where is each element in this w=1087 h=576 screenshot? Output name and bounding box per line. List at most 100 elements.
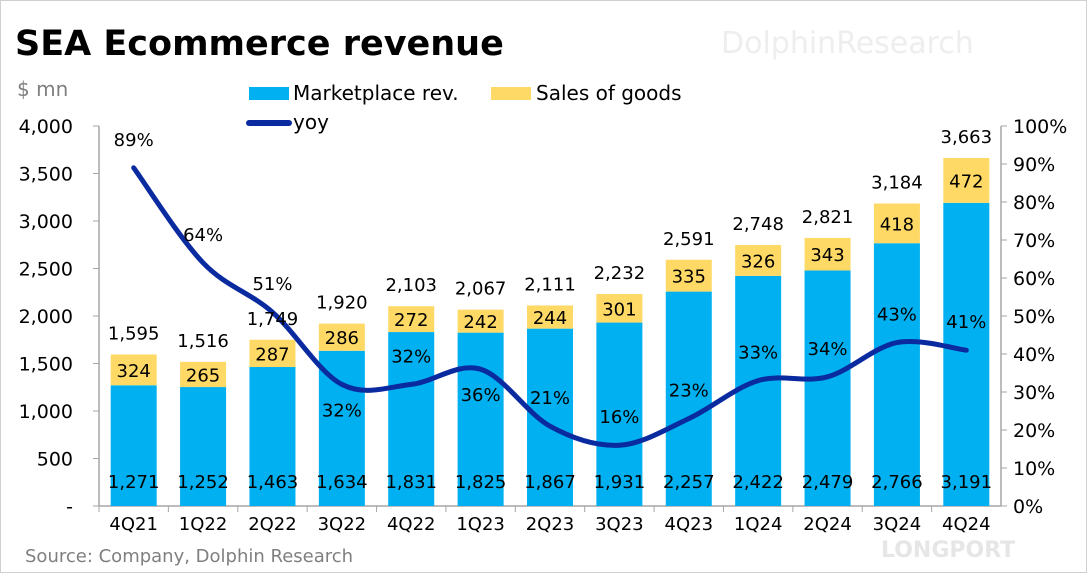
x-tick-label: 4Q21 bbox=[109, 514, 158, 535]
x-tick-label: 4Q23 bbox=[665, 514, 714, 535]
left-tick-label: - bbox=[66, 496, 73, 518]
bar-sales-of-goods bbox=[457, 309, 504, 333]
bar-sales-of-goods bbox=[735, 244, 782, 276]
label-total: 2,748 bbox=[732, 214, 784, 235]
x-tick-label: 3Q23 bbox=[595, 514, 644, 535]
bar-marketplace bbox=[943, 202, 990, 507]
label-sales-of-goods: 418 bbox=[880, 214, 914, 235]
bar-sales-of-goods bbox=[180, 361, 227, 388]
left-tick-label: 3,000 bbox=[19, 211, 73, 233]
right-tick-label: 60% bbox=[1013, 268, 1055, 290]
x-tick-label: 2Q22 bbox=[248, 514, 297, 535]
left-tick-label: 500 bbox=[37, 449, 73, 471]
right-tick-label: 50% bbox=[1013, 306, 1055, 328]
bar-marketplace bbox=[804, 270, 851, 506]
label-marketplace: 1,931 bbox=[594, 472, 646, 493]
legend: Marketplace rev. Sales of goods yoy bbox=[246, 81, 682, 134]
label-total: 2,111 bbox=[524, 274, 576, 295]
label-yoy: 51% bbox=[252, 274, 292, 295]
legend-swatch-marketplace bbox=[249, 87, 289, 100]
label-marketplace: 1,252 bbox=[177, 472, 229, 493]
label-marketplace: 3,191 bbox=[941, 472, 993, 493]
bar-marketplace bbox=[110, 385, 157, 506]
right-tick-label: 90% bbox=[1013, 154, 1055, 176]
label-yoy: 21% bbox=[530, 388, 570, 409]
label-total: 1,595 bbox=[108, 323, 160, 344]
label-total: 2,232 bbox=[594, 263, 646, 284]
left-tick-label: 2,500 bbox=[19, 259, 73, 281]
label-total: 3,184 bbox=[871, 173, 923, 194]
label-marketplace: 1,463 bbox=[247, 472, 299, 493]
label-total: 2,067 bbox=[455, 279, 507, 300]
x-tick-label: 4Q24 bbox=[942, 514, 991, 535]
longport-logo: LONGPORT bbox=[881, 538, 1015, 563]
bar-sales-of-goods bbox=[804, 237, 851, 271]
label-marketplace: 1,271 bbox=[108, 472, 160, 493]
label-sales-of-goods: 242 bbox=[463, 312, 497, 333]
bar-marketplace bbox=[388, 332, 435, 506]
x-tick-label: 3Q22 bbox=[318, 514, 367, 535]
label-marketplace: 1,831 bbox=[385, 472, 437, 493]
bar-sales-of-goods bbox=[943, 158, 990, 203]
label-yoy: 23% bbox=[669, 381, 709, 402]
label-total: 1,749 bbox=[247, 309, 299, 330]
right-tick-label: 80% bbox=[1013, 192, 1055, 214]
bar-marketplace bbox=[180, 387, 227, 506]
chart-title: SEA Ecommerce revenue bbox=[15, 24, 504, 64]
bar-marketplace bbox=[318, 350, 365, 506]
label-sales-of-goods: 287 bbox=[255, 344, 289, 365]
bar-marketplace bbox=[457, 332, 504, 506]
label-marketplace: 2,766 bbox=[871, 472, 923, 493]
x-tick-label: 4Q22 bbox=[387, 514, 436, 535]
x-tick-label: 3Q24 bbox=[873, 514, 922, 535]
x-tick-label: 1Q23 bbox=[456, 514, 505, 535]
bar-marketplace bbox=[873, 243, 920, 507]
right-tick-label: 0% bbox=[1013, 496, 1043, 518]
label-sales-of-goods: 343 bbox=[810, 245, 844, 266]
bar-marketplace bbox=[596, 322, 643, 506]
right-tick-label: 10% bbox=[1013, 458, 1055, 480]
label-yoy: 36% bbox=[461, 385, 501, 406]
yoy-line bbox=[131, 165, 969, 448]
legend-swatch-goods bbox=[491, 87, 531, 100]
label-total: 2,821 bbox=[802, 207, 854, 228]
bar-marketplace bbox=[665, 291, 712, 506]
label-yoy: 32% bbox=[391, 346, 431, 367]
bar-sales-of-goods bbox=[873, 203, 920, 244]
label-sales-of-goods: 301 bbox=[602, 299, 636, 320]
left-tick-label: 1,500 bbox=[19, 354, 73, 376]
left-tick-label: 2,000 bbox=[19, 306, 73, 328]
label-sales-of-goods: 286 bbox=[325, 328, 359, 349]
label-yoy: 64% bbox=[183, 225, 223, 246]
bar-marketplace bbox=[249, 367, 296, 506]
source-note: Source: Company, Dolphin Research bbox=[25, 546, 353, 567]
right-tick-label: 70% bbox=[1013, 230, 1055, 252]
unit-label: $ mn bbox=[17, 77, 68, 101]
label-sales-of-goods: 244 bbox=[533, 308, 567, 329]
label-marketplace: 2,422 bbox=[732, 472, 784, 493]
right-tick-label: 30% bbox=[1013, 382, 1055, 404]
label-sales-of-goods: 272 bbox=[394, 310, 428, 331]
bar-sales-of-goods bbox=[388, 306, 435, 333]
bar-sales-of-goods bbox=[249, 339, 296, 368]
watermark: DolphinResearch bbox=[721, 26, 974, 61]
label-sales-of-goods: 335 bbox=[672, 267, 706, 288]
label-sales-of-goods: 326 bbox=[741, 251, 775, 272]
label-total: 2,591 bbox=[663, 229, 715, 250]
label-sales-of-goods: 265 bbox=[186, 365, 220, 386]
label-marketplace: 1,825 bbox=[455, 472, 507, 493]
label-sales-of-goods: 324 bbox=[117, 361, 151, 382]
label-total: 1,516 bbox=[177, 331, 229, 352]
legend-label-goods: Sales of goods bbox=[536, 81, 682, 105]
label-marketplace: 2,257 bbox=[663, 472, 715, 493]
label-marketplace: 2,479 bbox=[802, 472, 854, 493]
label-yoy: 41% bbox=[946, 312, 986, 333]
legend-label-marketplace: Marketplace rev. bbox=[293, 81, 459, 105]
left-tick-label: 4,000 bbox=[19, 116, 73, 138]
label-yoy: 32% bbox=[322, 400, 362, 421]
label-marketplace: 1,867 bbox=[524, 472, 576, 493]
label-sales-of-goods: 472 bbox=[949, 171, 983, 192]
x-tick-label: 1Q24 bbox=[734, 514, 783, 535]
